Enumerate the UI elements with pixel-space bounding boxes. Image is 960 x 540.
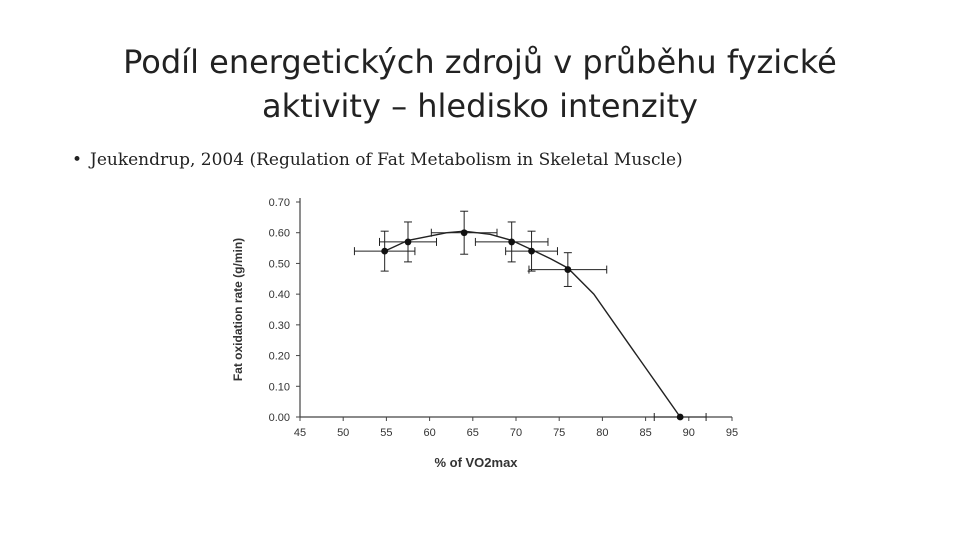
chart-labels-group: 45 50 55 60 65 70 75 80 85 90 95 0.00 0.10 0.20 0.30 0.… — [231, 197, 738, 470]
fat-oxidation-chart: 45 50 55 60 65 70 75 80 85 90 95 0.00 0.10 0.20 0.30 0.… — [231, 197, 738, 470]
x-tick-label: 65 — [467, 427, 479, 439]
slide-title-line-1: Podíl energetických zdrojů v průběhu fyz… — [123, 43, 837, 81]
slide-title-line-2: aktivity – hledisko intenzity — [262, 87, 698, 125]
data-point — [676, 413, 684, 421]
x-axis-title: % of VO2max — [434, 455, 518, 470]
x-tick-label: 45 — [294, 427, 306, 439]
x-tick-label: 90 — [683, 427, 695, 439]
y-tick-label: 0.00 — [269, 412, 290, 424]
chart-axes — [296, 198, 733, 421]
fitted-curve-line — [384, 230, 681, 418]
bullet-item: • Jeukendrup, 2004 (Regulation of Fat Met… — [72, 150, 912, 170]
data-point-group — [378, 221, 438, 263]
y-tick-label: 0.40 — [269, 289, 290, 301]
bullet-text: Jeukendrup, 2004 (Regulation of Fat Meta… — [90, 150, 683, 170]
data-point — [508, 238, 516, 246]
slide-title: Podíl energetických zdrojů v průběhu fyz… — [80, 40, 880, 128]
chart-points-group — [353, 210, 707, 421]
bullet-marker: • — [72, 150, 83, 170]
y-tick-label: 0.30 — [269, 320, 290, 332]
y-tick-label: 0.20 — [269, 351, 290, 363]
y-tick-label: 0.70 — [269, 197, 290, 209]
data-point — [564, 266, 572, 273]
data-point — [381, 247, 389, 255]
x-tick-label: 80 — [596, 427, 608, 439]
data-point-group — [505, 230, 558, 272]
y-tick-label: 0.10 — [269, 381, 290, 393]
data-point-group — [430, 210, 498, 255]
y-axis-title: Fat oxidation rate (g/min) — [231, 238, 245, 381]
x-tick-label: 85 — [639, 427, 651, 439]
x-tick-label: 95 — [726, 427, 738, 439]
data-point — [404, 238, 412, 246]
x-tick-label: 70 — [510, 427, 522, 439]
data-point-group — [474, 221, 549, 263]
x-tick-label: 60 — [423, 427, 435, 439]
data-point-group — [528, 252, 608, 287]
data-point-group — [353, 230, 416, 272]
data-point-group — [653, 413, 707, 421]
chart-curve-group — [384, 230, 681, 418]
x-tick-label: 50 — [337, 427, 349, 439]
y-tick-label: 0.50 — [269, 258, 290, 270]
x-tick-label: 75 — [553, 427, 565, 439]
data-point — [460, 229, 468, 237]
data-point — [528, 247, 535, 255]
x-tick-label: 55 — [380, 427, 392, 439]
y-tick-label: 0.60 — [269, 228, 290, 240]
